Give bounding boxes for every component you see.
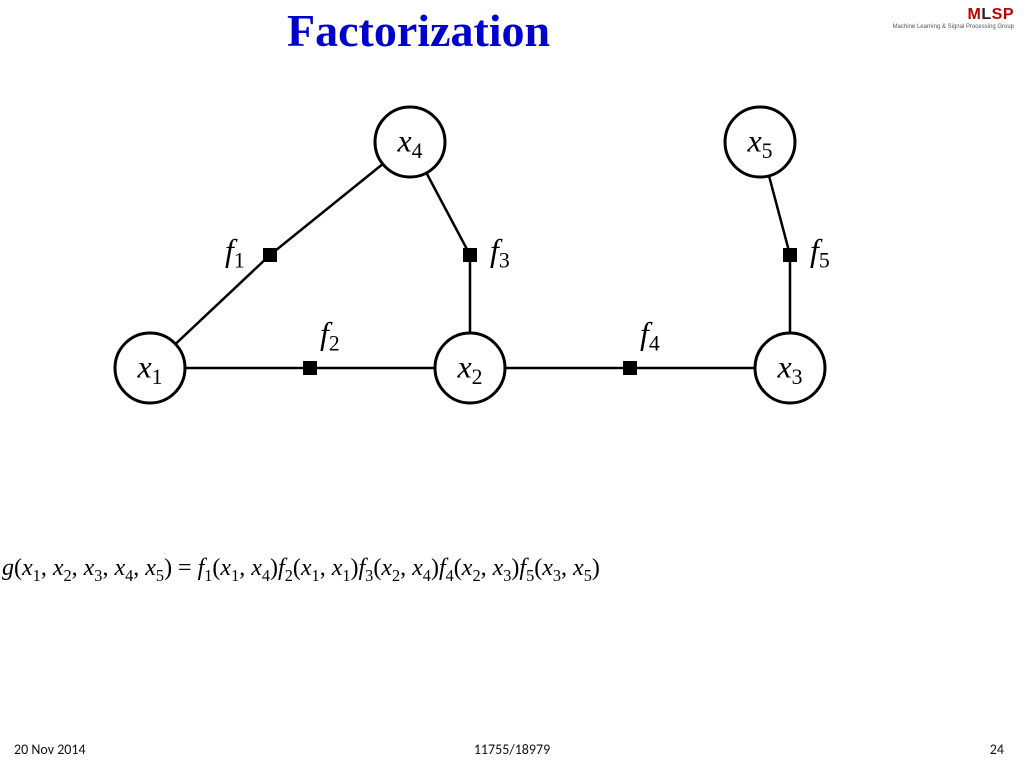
- equation-part: 2: [285, 566, 293, 585]
- logo-subtitle: Machine Learning & Signal Processing Gro…: [893, 24, 1014, 30]
- equation: g(x1, x2, x3, x4, x5) = f1(x1, x4)f2(x1,…: [2, 555, 600, 586]
- equation-part: x: [332, 555, 343, 581]
- factor-node-f5: [783, 248, 797, 262]
- equation-part: 2: [392, 566, 400, 585]
- equation-part: ,: [481, 555, 493, 581]
- equation-part: x: [542, 555, 553, 581]
- logo-letter-m: M: [968, 6, 982, 23]
- equation-part: g: [2, 555, 14, 581]
- footer-date: 20 Nov 2014: [14, 741, 86, 758]
- slide-title: Factorization: [287, 4, 550, 57]
- equation-part: x: [114, 555, 125, 581]
- equation-part: 1: [231, 566, 239, 585]
- equation-part: x: [84, 555, 95, 581]
- factor-label-f1: f1: [225, 232, 245, 272]
- equation-part: x: [53, 555, 64, 581]
- equation-part: x: [145, 555, 156, 581]
- equation-part: x: [462, 555, 473, 581]
- equation-part: ,: [102, 555, 114, 581]
- footer-course: 11755/18979: [474, 741, 550, 758]
- logo-letters-sp: SP: [992, 6, 1014, 23]
- equation-part: ,: [561, 555, 573, 581]
- factor-node-f1: [263, 248, 277, 262]
- equation-part: x: [412, 555, 423, 581]
- equation-part: x: [573, 555, 584, 581]
- equation-part: f: [439, 555, 446, 581]
- equation-part: ,: [320, 555, 332, 581]
- equation-part: ): [592, 555, 600, 581]
- equation-part: (: [293, 555, 301, 581]
- equation-part: ,: [41, 555, 53, 581]
- equation-part: 1: [342, 566, 350, 585]
- equation-part: 2: [63, 566, 71, 585]
- equation-part: ,: [400, 555, 412, 581]
- equation-part: ): [351, 555, 359, 581]
- equation-part: ): [431, 555, 439, 581]
- equation-part: ) =: [164, 555, 198, 581]
- equation-part: ,: [239, 555, 251, 581]
- factor-node-f3: [463, 248, 477, 262]
- factor-label-f4: f4: [640, 315, 660, 355]
- equation-part: 2: [472, 566, 480, 585]
- equation-part: x: [251, 555, 262, 581]
- equation-part: 4: [262, 566, 270, 585]
- equation-part: ,: [133, 555, 145, 581]
- factor-graph: x4x5x1x2x3f1f3f5f2f4: [90, 80, 930, 410]
- equation-part: (: [14, 555, 22, 581]
- equation-part: (: [454, 555, 462, 581]
- equation-part: 5: [156, 566, 164, 585]
- logo-letter-l: L: [981, 6, 991, 23]
- factor-label-f2: f2: [320, 315, 340, 355]
- equation-part: x: [381, 555, 392, 581]
- equation-part: 3: [553, 566, 561, 585]
- equation-part: x: [493, 555, 504, 581]
- equation-part: x: [22, 555, 33, 581]
- equation-part: ): [270, 555, 278, 581]
- logo: MLSP: [968, 6, 1014, 24]
- factor-label-f5: f5: [810, 232, 830, 272]
- equation-part: 4: [423, 566, 431, 585]
- equation-part: x: [301, 555, 312, 581]
- factor-node-f4: [623, 361, 637, 375]
- equation-part: ,: [72, 555, 84, 581]
- equation-part: 4: [446, 566, 454, 585]
- equation-part: f: [278, 555, 285, 581]
- equation-part: 5: [526, 566, 534, 585]
- equation-part: 5: [584, 566, 592, 585]
- equation-part: 1: [33, 566, 41, 585]
- footer-page: 24: [990, 741, 1004, 758]
- factor-label-f3: f3: [490, 232, 510, 272]
- equation-part: x: [220, 555, 231, 581]
- factor-node-f2: [303, 361, 317, 375]
- equation-part: 1: [312, 566, 320, 585]
